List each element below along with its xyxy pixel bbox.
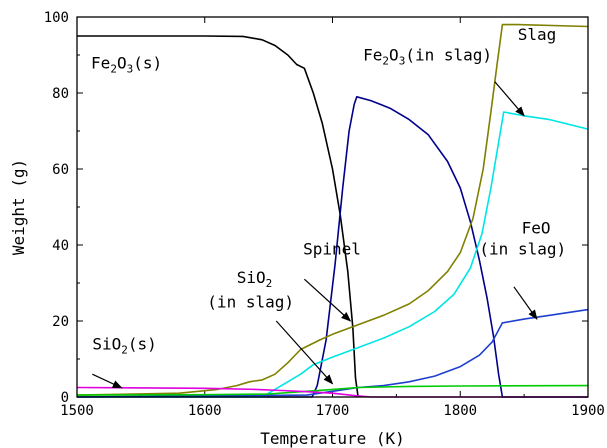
annotation-a_fe2o3s: Fe2O3(s) — [91, 53, 162, 75]
y-tick-label-80: 80 — [52, 86, 69, 102]
series-line-fe2o3_slag — [77, 111, 589, 398]
annotation-a_fe2o3slag: Fe2O3(in slag) — [363, 46, 492, 68]
x-tick-label-1500: 1500 — [60, 403, 94, 419]
x-axis-label: Temperature (K) — [260, 429, 405, 448]
series-line-sio2_slag — [76, 384, 589, 396]
series-line-fe2o3_s — [77, 35, 359, 398]
annotation-a_sio2slag2: (in slag) — [207, 293, 294, 312]
annotation-arrows — [92, 81, 538, 389]
annotation-a_spinel: Spinel — [303, 240, 361, 259]
series-line-spinel — [77, 96, 588, 398]
x-tick-label-1600: 1600 — [188, 403, 222, 419]
series-lines — [76, 23, 589, 398]
y-tick-label-100: 100 — [44, 10, 69, 26]
arrow-arr_spinel — [303, 278, 352, 322]
y-tick-label-20: 20 — [52, 314, 69, 330]
annotation-a_sio2slag1: SiO2 — [237, 268, 273, 290]
arrow-arr_fe2o3slag — [494, 81, 525, 117]
plot-frame — [76, 16, 589, 398]
x-tick-label-1800: 1800 — [443, 403, 477, 419]
annotation-a_feo2: (in slag) — [479, 240, 566, 259]
annotation-a_feo1: FeO — [522, 219, 551, 238]
y-tick-label-60: 60 — [52, 162, 69, 178]
x-tick-label-1700: 1700 — [316, 403, 350, 419]
y-tick-label-40: 40 — [52, 238, 69, 254]
arrow-arr_sio2slag — [275, 320, 334, 385]
y-axis-label: Weight (g) — [9, 159, 28, 255]
series-line-feo_slag — [76, 308, 589, 398]
arrow-arr_sio2s — [92, 373, 123, 389]
annotations: Fe2O3(s) Slag Fe2O3(in slag) FeO (in slag) Sp… — [91, 25, 566, 357]
annotation-a_slag: Slag — [518, 25, 557, 44]
y-tick-label-0: 0 — [61, 390, 69, 406]
annotation-a_sio2s: SiO2(s) — [92, 335, 156, 357]
arrow-arr_feo — [513, 286, 538, 320]
series-line-slag — [76, 23, 589, 396]
x-tick-label-1900: 1900 — [571, 403, 605, 419]
